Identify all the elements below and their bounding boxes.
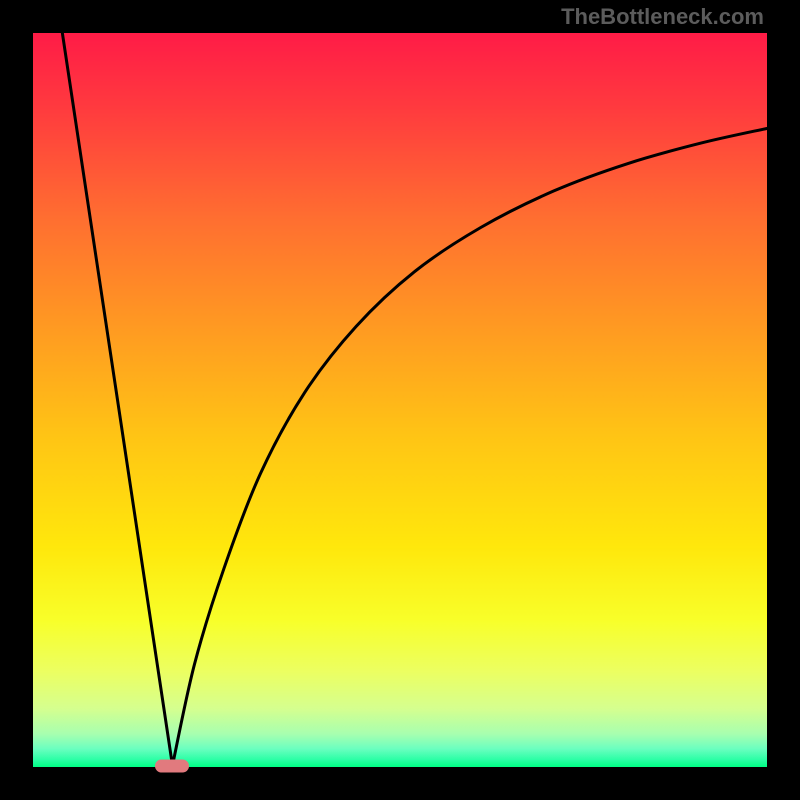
bottleneck-curve [62,33,767,766]
minimum-marker [155,759,189,772]
plot-area [33,33,767,767]
watermark-text: TheBottleneck.com [561,4,764,30]
curve-layer [33,33,767,767]
chart-root: TheBottleneck.com [0,0,800,800]
